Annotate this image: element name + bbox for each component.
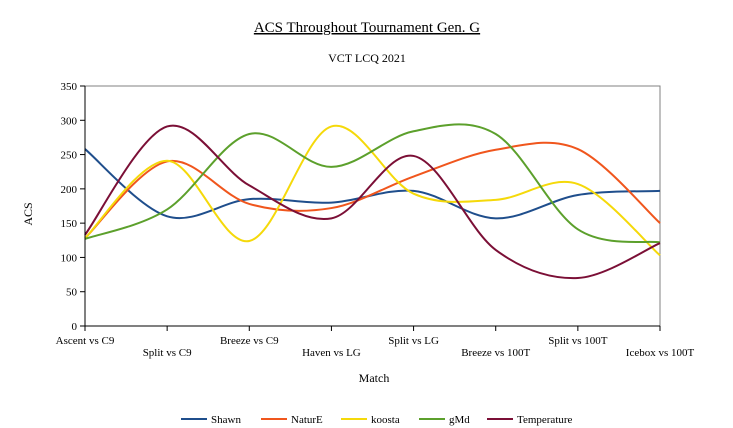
- x-tick-label: Split vs C9: [143, 347, 192, 359]
- legend-label-koosta: koosta: [371, 414, 400, 426]
- legend-label-temperature: Temperature: [517, 414, 573, 426]
- y-tick-label: 100: [61, 252, 78, 264]
- chart-subtitle: VCT LCQ 2021: [328, 51, 406, 65]
- chart-title: ACS Throughout Tournament Gen. G: [254, 20, 480, 36]
- x-tick-label: Haven vs LG: [302, 347, 361, 359]
- y-tick-label: 300: [61, 115, 78, 127]
- series-line-koosta: [84, 124, 661, 257]
- legend: Shawn NaturE koosta gMd Temperature: [181, 414, 573, 426]
- y-axis-label: ACS: [21, 202, 35, 225]
- series-layer: [84, 123, 661, 280]
- legend-label-shawn: Shawn: [211, 414, 241, 426]
- y-tick-label: 0: [72, 321, 78, 333]
- y-tick-label: 250: [61, 150, 78, 162]
- series-line-temperature: [84, 124, 661, 280]
- y-tick-label: 350: [61, 81, 78, 93]
- x-tick-label: Breeze vs C9: [220, 335, 279, 347]
- legend-label-gmd: gMd: [449, 414, 470, 426]
- x-tick-label: Breeze vs 100T: [461, 347, 530, 359]
- x-tick-label: Icebox vs 100T: [626, 347, 695, 359]
- x-axis-label: Match: [359, 371, 390, 385]
- x-tick-label: Split vs 100T: [548, 335, 608, 347]
- x-tick-label: Split vs LG: [388, 335, 439, 347]
- x-tick-label: Ascent vs C9: [56, 335, 115, 347]
- legend-label-nature: NaturE: [291, 414, 323, 426]
- y-axis-ticks: 0 50 100 150 200 250 300 350: [61, 81, 85, 333]
- y-tick-label: 150: [61, 218, 78, 230]
- series-line-gmd: [84, 123, 661, 244]
- x-axis-ticks: Ascent vs C9 Split vs C9 Breeze vs C9 Haven…: [56, 326, 695, 359]
- y-tick-label: 50: [66, 287, 78, 299]
- y-tick-label: 200: [61, 184, 78, 196]
